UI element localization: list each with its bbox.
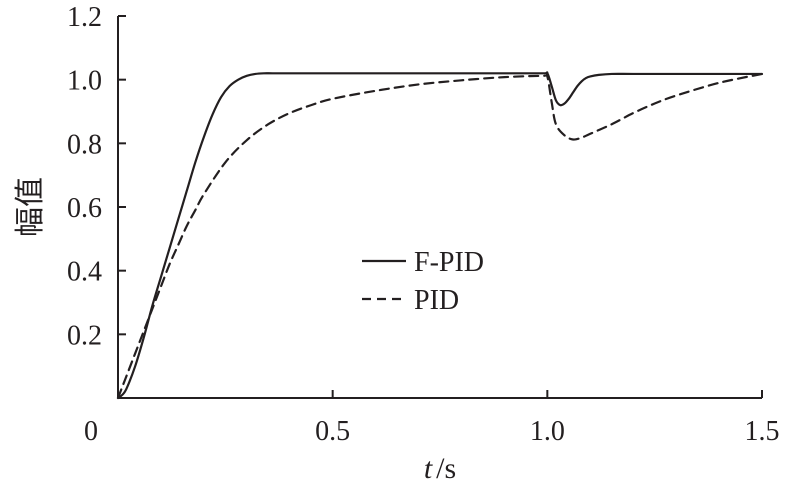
y-tick-label: 0.8 (67, 129, 102, 160)
x-axis-variable: t (424, 452, 433, 485)
y-tick-label: 0.2 (67, 320, 102, 351)
y-tick-label: 1.0 (67, 66, 102, 97)
legend: F-PID PID (362, 247, 484, 316)
y-tick-label: 1.2 (67, 2, 102, 33)
x-tick-label: 0.5 (315, 416, 350, 447)
series-line-f-pid (116, 71, 764, 400)
x-tick-label: 0 (84, 416, 98, 447)
legend-label-f-pid: F-PID (414, 247, 484, 278)
y-axis-title: 幅值 (14, 177, 47, 237)
series-line-pid (116, 72, 764, 400)
y-tick-label: 0.6 (67, 193, 102, 224)
ticks: 0.2 0.4 0.6 0.8 1.0 1.2 0 0.5 1.0 1.5 (67, 2, 780, 447)
x-tick-label: 1.5 (745, 416, 780, 447)
x-axis-unit: /s (436, 452, 456, 485)
plot-area (116, 71, 764, 400)
x-axis-title: t/s (424, 452, 456, 485)
y-tick-label: 0.4 (67, 257, 102, 288)
x-tick-label: 1.0 (530, 416, 565, 447)
legend-label-pid: PID (414, 285, 459, 316)
